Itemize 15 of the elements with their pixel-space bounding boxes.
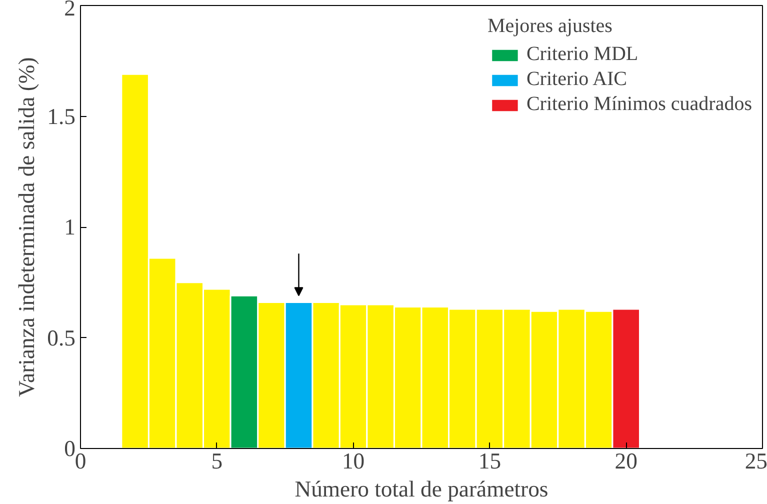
legend-label: Criterio Mínimos cuadrados	[526, 93, 752, 116]
x-tick-label: 10	[342, 448, 365, 474]
legend-label: Criterio MDL	[526, 43, 638, 66]
x-tick-label: 5	[211, 448, 223, 474]
x-tick-label: 25	[744, 448, 767, 474]
y-tick-label: 2	[64, 0, 76, 20]
y-axis-title: Varianza indeterminada de salida (%)	[14, 57, 40, 397]
x-tick-label: 20	[614, 448, 638, 474]
x-axis-title: Número total de parámetros	[294, 476, 548, 502]
legend-label: Criterio AIC	[526, 68, 628, 91]
y-tick-label: 1.5	[47, 104, 76, 129]
legend-title: Mejores ajustes	[487, 15, 614, 38]
y-tick-label: 0.5	[47, 325, 76, 350]
x-tick-label: 15	[478, 448, 502, 474]
y-tick-label: 1	[64, 214, 76, 240]
